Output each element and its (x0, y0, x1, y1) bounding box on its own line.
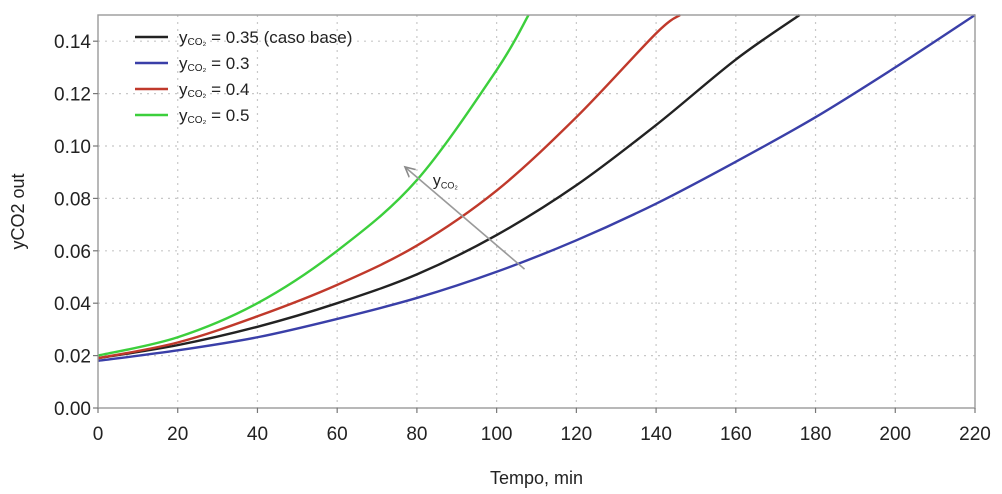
x-tick-label: 100 (481, 424, 513, 445)
x-tick-label: 220 (959, 424, 991, 445)
y-tick-label: 0.10 (54, 137, 91, 158)
y-tick-label: 0.06 (54, 242, 91, 263)
legend-entry-value: = 0.5 (206, 106, 249, 125)
legend-entry-main: y (179, 28, 188, 47)
legend-entry: yCO₂ = 0.5 (179, 106, 249, 126)
legend-entry-sub: CO₂ (188, 89, 207, 100)
legend-entry-main: y (179, 106, 188, 125)
x-tick-label: 20 (167, 424, 188, 445)
legend-entry-value: = 0.4 (206, 80, 249, 99)
x-tick-label: 0 (93, 424, 104, 445)
legend-entry: yCO₂ = 0.3 (179, 54, 249, 74)
x-tick-label: 40 (247, 424, 268, 445)
grid (98, 15, 975, 408)
series-line-0-4 (97, 14, 681, 360)
x-tick-label: 180 (800, 424, 832, 445)
legend-entry-main: y (179, 54, 188, 73)
legend-entry-sub: CO₂ (188, 63, 207, 74)
x-tick-label: 140 (640, 424, 672, 445)
plot-frame (97, 14, 976, 409)
x-tick-label: 60 (327, 424, 348, 445)
series-line-0-5 (97, 14, 530, 357)
trend-annotation: yCO₂ (405, 167, 526, 270)
axis-ticks: 0 20 40 60 80 100 120 140 160 180 200 220 0.00 0.02 0.… (54, 32, 991, 445)
legend-entry: yCO₂ = 0.35 (caso base) (179, 28, 352, 48)
x-tick-label: 160 (720, 424, 752, 445)
x-tick-label: 200 (879, 424, 911, 445)
annotation-label-sub: CO₂ (441, 180, 459, 190)
y-tick-label: 0.08 (54, 189, 91, 210)
annotation-arrow (405, 167, 526, 270)
y-tick-label: 0.14 (54, 32, 91, 53)
legend-entry-value: = 0.3 (206, 54, 249, 73)
annotation-label-main: y (433, 172, 441, 189)
x-tick-label: 120 (561, 424, 593, 445)
legend-entry-value: = 0.35 (caso base) (206, 28, 352, 47)
y-axis-label: yCO2 out (8, 173, 28, 249)
y-tick-label: 0.02 (54, 347, 91, 368)
y-tick-label: 0.12 (54, 85, 91, 106)
series-line-0-3 (97, 13, 976, 363)
x-tick-label: 80 (406, 424, 427, 445)
y-tick-label: 0.00 (54, 399, 91, 420)
series-lines (97, 13, 976, 363)
x-axis-label: Tempo, min (490, 468, 583, 488)
legend-entry-sub: CO₂ (188, 115, 207, 126)
annotation-label: yCO₂ (433, 172, 459, 190)
series-line-0-35 (97, 14, 801, 360)
legend-entry-sub: CO₂ (188, 37, 207, 48)
legend-entry-main: y (179, 80, 188, 99)
legend-entry: yCO₂ = 0.4 (179, 80, 249, 100)
y-tick-label: 0.04 (54, 294, 91, 315)
